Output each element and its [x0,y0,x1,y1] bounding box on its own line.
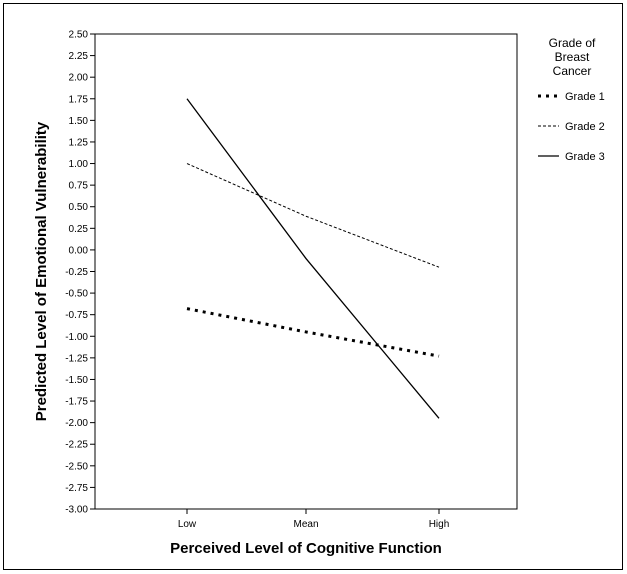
y-tick-label: -1.25 [65,353,88,364]
y-tick-label: -0.25 [65,267,88,278]
legend-title-line: Grade of [549,36,596,50]
y-tick-label: -0.75 [65,310,88,321]
x-tick-label: High [429,519,450,530]
legend-label: Grade 1 [565,91,605,103]
y-tick-label: 1.50 [69,116,89,127]
legend-items: Grade 1 Grade 2 Grade 3 [538,91,605,163]
series-line-grade-3 [186,98,440,419]
y-tick-label: 2.00 [69,73,89,84]
series-line-grade-2 [186,163,440,268]
y-tick-label: 1.25 [69,137,89,148]
y-tick-label: 0.25 [69,224,89,235]
y-tick-label: -3.00 [65,505,88,516]
y-tick-label: -2.75 [65,483,88,494]
y-tick-label: -2.50 [65,461,88,472]
legend-title-line: Cancer [553,64,592,78]
chart-frame [3,3,623,570]
y-tick-label: -1.50 [65,375,88,386]
y-tick-label: 2.50 [69,30,89,41]
plot-area [94,33,518,510]
x-axis-title: Perceived Level of Cognitive Function [170,540,442,557]
series-line-grade-1 [186,307,440,358]
x-axis-ticks: Low Mean High [178,509,449,530]
legend-title-line: Breast [555,50,590,64]
y-tick-label: 0.50 [69,202,89,213]
legend-label: Grade 3 [565,151,605,163]
x-tick-label: Low [178,519,197,530]
y-tick-label: -1.00 [65,332,88,343]
y-tick-label: 2.25 [69,51,89,62]
series-lines [186,98,440,419]
y-tick-label: 0.75 [69,181,89,192]
y-tick-label: -2.25 [65,440,88,451]
x-tick-label: Mean [293,519,318,530]
y-axis-ticks: 2.50 2.25 2.00 1.75 1.50 1.25 1.00 0.75 0.50 0.25… [65,30,95,516]
y-axis-title: Predicted Level of Emotional Vulnerabili… [33,121,50,421]
legend-label: Grade 2 [565,121,605,133]
y-tick-label: 0.00 [69,245,89,256]
y-tick-label: 1.00 [69,159,89,170]
y-tick-label: -0.50 [65,289,88,300]
y-tick-label: -2.00 [65,418,88,429]
y-tick-label: -1.75 [65,397,88,408]
y-tick-label: 1.75 [69,94,89,105]
